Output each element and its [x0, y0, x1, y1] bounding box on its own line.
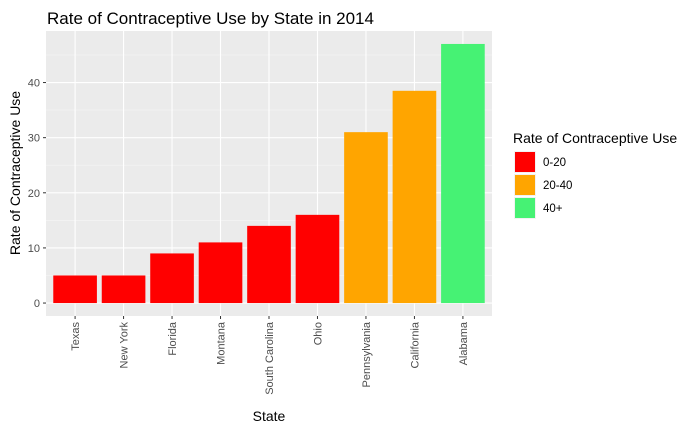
- y-tick-label: 20: [28, 188, 40, 200]
- x-tick-label: California: [409, 321, 421, 368]
- bar-california: [392, 90, 437, 304]
- legend-label: 0-20: [543, 157, 566, 169]
- bar-pennsylvania: [344, 132, 388, 304]
- bar-texas: [53, 275, 97, 304]
- legend: Rate of Contraceptive Use 0-20 20-40 40+: [513, 130, 677, 219]
- bar-south-carolina: [247, 225, 291, 304]
- legend-swatch: [515, 175, 535, 195]
- y-tick-label: 10: [28, 243, 40, 255]
- chart-title: Rate of Contraceptive Use by State in 20…: [47, 9, 374, 28]
- x-tick-label: New York: [119, 322, 131, 369]
- x-tick-label: Texas: [70, 322, 82, 351]
- bar-ohio: [295, 214, 340, 304]
- legend-swatch: [515, 198, 535, 218]
- legend-title: Rate of Contraceptive Use: [513, 130, 677, 146]
- y-axis-ticks: 0 10 20 30 40: [28, 78, 46, 310]
- x-tick-label: Ohio: [312, 322, 324, 345]
- bar-florida: [150, 253, 194, 304]
- x-tick-label: South Carolina: [264, 321, 276, 395]
- y-axis-title: Rate of Contraceptive Use: [7, 91, 23, 255]
- legend-label: 20-40: [543, 180, 572, 192]
- bar-new-york: [101, 275, 146, 304]
- bars: [53, 43, 485, 304]
- y-tick-label: 0: [34, 298, 40, 310]
- legend-swatch: [515, 152, 535, 172]
- x-tick-label: Pennsylvania: [361, 321, 373, 387]
- x-tick-label: Montana: [216, 321, 228, 365]
- x-axis-ticks: Texas New York Florida Montana South Carolin…: [70, 316, 470, 395]
- y-tick-label: 40: [28, 78, 40, 90]
- x-tick-label: Alabama: [458, 321, 470, 365]
- x-axis-title: State: [253, 408, 286, 424]
- y-tick-label: 30: [28, 133, 40, 145]
- legend-label: 40+: [543, 203, 563, 215]
- x-tick-label: Florida: [167, 321, 179, 356]
- bar-alabama: [441, 43, 485, 304]
- bar-montana: [198, 242, 243, 304]
